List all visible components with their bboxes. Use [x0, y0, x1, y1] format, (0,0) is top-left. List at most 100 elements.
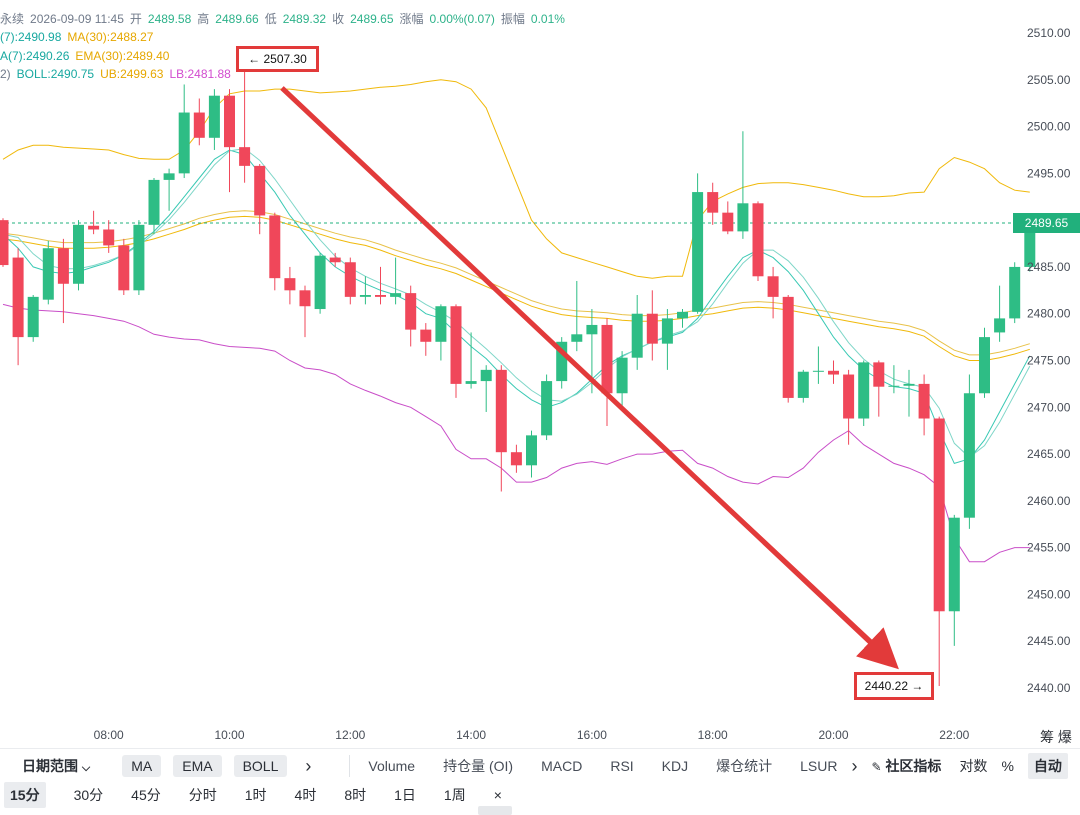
timeframe-2[interactable]: 45分 [131, 787, 161, 803]
resize-handle[interactable] [478, 806, 512, 815]
header-value: UB:2499.63 [100, 67, 164, 81]
side-panel-labels[interactable]: 筹 爆 [1040, 729, 1072, 745]
header-value: 高 [197, 12, 210, 26]
candle-4 [57, 238, 69, 324]
candle-body [571, 334, 583, 342]
candles [0, 58, 1036, 686]
timeframe-1[interactable]: 30分 [73, 787, 104, 803]
candle-6 [88, 210, 100, 235]
candle-body [42, 248, 54, 300]
candle-body [586, 324, 598, 335]
percent-scale-button[interactable]: % [1001, 758, 1014, 774]
candle-body [0, 220, 9, 266]
candle-body [344, 262, 356, 297]
indicator-ema[interactable]: EMA [173, 755, 222, 777]
candle-body [208, 95, 220, 138]
candle-body [782, 296, 794, 398]
candle-18 [269, 212, 281, 291]
candle-body [1009, 266, 1021, 319]
timeframe-8[interactable]: 1周 [443, 787, 466, 803]
candle-body [405, 293, 417, 330]
candle-8 [118, 238, 130, 295]
date-range-button[interactable]: 日期范围 ⌵ [22, 758, 91, 774]
candle-60 [903, 369, 915, 417]
header-value: 2489.65 [350, 12, 394, 26]
candle-10 [148, 178, 160, 235]
trend-arrow [280, 86, 899, 670]
indicator-boll[interactable]: BOLL [233, 755, 288, 777]
candle-body [57, 248, 69, 284]
tab-volume[interactable]: Volume [368, 758, 416, 774]
candle-body [541, 381, 553, 436]
candle-body [103, 229, 115, 246]
candle-body [737, 203, 749, 232]
candle-7 [103, 220, 115, 253]
candle-59 [888, 365, 900, 394]
tab-kdj[interactable]: KDJ [661, 758, 689, 774]
log-scale-button[interactable]: 对数 [959, 758, 988, 774]
candle-14 [208, 89, 220, 150]
chevron-right-icon[interactable]: › [851, 755, 858, 776]
ma-long-line [2, 215, 1030, 361]
candle-40 [601, 318, 613, 426]
x-tick-label: 10:00 [214, 728, 244, 742]
candle-body [601, 324, 613, 394]
candle-body [435, 306, 447, 342]
candle-body [465, 381, 477, 384]
candle-body [239, 147, 251, 166]
header-value: 开 [129, 12, 142, 26]
chevron-right-icon[interactable]: › [305, 755, 312, 776]
candle-42 [631, 295, 643, 370]
header-value: MA(30):2488.27 [67, 30, 154, 44]
tab-liquidation[interactable]: 爆仓统计 [716, 758, 773, 774]
candle-body [979, 337, 990, 394]
candle-body [812, 370, 824, 372]
community-indicators-button[interactable]: ✎ 社区指标 [871, 758, 942, 774]
candle-13 [193, 98, 205, 146]
auto-scale-button[interactable]: 自动 [1027, 753, 1068, 779]
tab-rsi[interactable]: RSI [610, 758, 634, 774]
timeframe-0[interactable]: 15分 [4, 782, 46, 808]
candle-29 [435, 304, 447, 361]
header-value: 收 [332, 12, 345, 26]
timeframe-7[interactable]: 1日 [394, 787, 416, 803]
candle-body [933, 418, 945, 612]
candle-body [254, 165, 266, 216]
tab-lsur[interactable]: LSUR [800, 758, 838, 774]
close-icon[interactable]: × [493, 787, 502, 803]
candle-body [994, 318, 1006, 333]
ema-long-line [2, 210, 1030, 356]
header-value: 2) [0, 67, 11, 81]
candle-body [1024, 223, 1036, 267]
indicator-toolbar: 日期范围 ⌵ MA EMA BOLL › Volume 持仓量 (OI) MAC… [0, 748, 1080, 783]
candle-body [480, 369, 492, 382]
candle-31 [465, 332, 477, 389]
y-tick-label: 2480.00 [1027, 307, 1071, 321]
header-value: 2489.66 [215, 12, 259, 26]
y-tick-label: 2510.00 [1027, 26, 1071, 40]
candle-body [133, 224, 145, 291]
candle-30 [450, 304, 462, 398]
candle-2 [27, 295, 39, 342]
candle-20 [299, 285, 311, 338]
chevron-down-icon: ⌵ [81, 762, 91, 774]
header-value: 2026-09-09 11:45 [30, 12, 124, 26]
header-value: LB:2481.88 [169, 67, 231, 81]
timeframe-4[interactable]: 1时 [244, 787, 267, 803]
header-line-ema: A(7):2490.26 EMA(30):2489.40 [0, 49, 175, 63]
candle-25 [375, 266, 386, 305]
x-tick-label: 16:00 [577, 728, 607, 742]
candle-body [224, 95, 235, 148]
indicator-ma[interactable]: MA [122, 755, 162, 777]
timeframe-6[interactable]: 8时 [344, 787, 367, 803]
timeframe-5[interactable]: 4时 [294, 787, 317, 803]
tab-macd[interactable]: MACD [541, 758, 583, 774]
header-line-ohlc: 永续 2026-09-09 11:45 开 2489.58 高 2489.66 低 2489.… [0, 12, 571, 26]
y-tick-label: 2470.00 [1027, 400, 1071, 414]
timeframe-3[interactable]: 分时 [188, 787, 217, 803]
price-chart[interactable]: 2510.002505.002500.002495.002490.002485.… [0, 0, 1080, 748]
candle-24 [359, 276, 371, 305]
low-price-callout: 2440.22 → [854, 672, 934, 700]
tab-open-interest[interactable]: 持仓量 (OI) [443, 758, 514, 774]
candle-3 [42, 240, 54, 305]
